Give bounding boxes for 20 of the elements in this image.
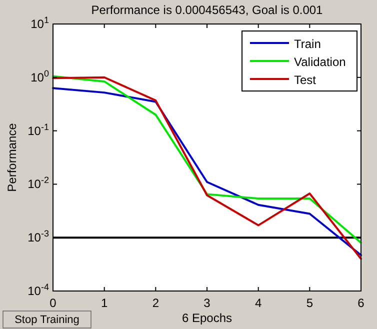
legend-label: Test — [294, 73, 317, 87]
y-tick-label: 10$^{0}$ — [30, 68, 49, 84]
x-tick-label: 4 — [254, 296, 262, 310]
x-tick-label: 6 — [358, 296, 365, 310]
y-tick-label: 10$^{-3}$ — [28, 228, 49, 245]
x-axis-title: 6 Epochs — [182, 311, 232, 325]
x-tick-label: 5 — [306, 296, 314, 310]
y-tick-label: 10$^{-2}$ — [28, 175, 49, 192]
x-tick-label: 1 — [100, 296, 108, 310]
chart-title: Performance is 0.000456543, Goal is 0.001 — [91, 3, 324, 17]
text: Stop Training — [14, 314, 80, 326]
legend-label: Validation — [294, 55, 346, 69]
x-tick-label: 2 — [152, 296, 160, 310]
y-tick-label: 10$^{-1}$ — [28, 122, 49, 138]
y-axis-title: Performance — [5, 122, 19, 192]
x-tick-label: 0 — [50, 296, 57, 310]
legend-label: Train — [294, 37, 321, 51]
x-tick-label: 3 — [204, 296, 211, 310]
y-tick-label: 10$^{-4}$ — [28, 282, 49, 298]
y-tick-label: 10$^{1}$ — [30, 15, 49, 31]
